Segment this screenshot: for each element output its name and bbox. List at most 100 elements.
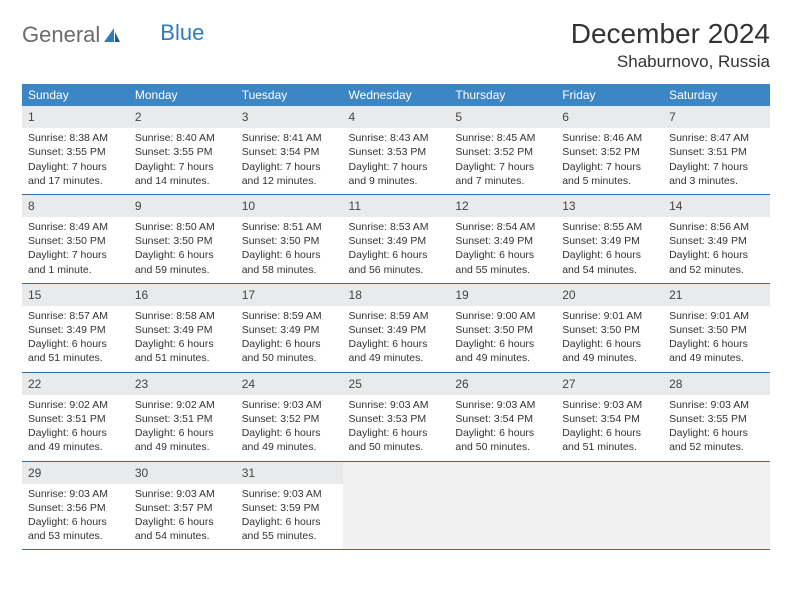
day-number-cell: 30 — [129, 461, 236, 484]
day-content-cell: Sunrise: 8:54 AMSunset: 3:49 PMDaylight:… — [449, 217, 556, 283]
sunrise-line: Sunrise: 8:51 AM — [242, 220, 337, 234]
day-content-cell: Sunrise: 9:03 AMSunset: 3:52 PMDaylight:… — [236, 395, 343, 461]
day-number-cell: 25 — [343, 372, 450, 395]
day-number-cell: 31 — [236, 461, 343, 484]
day-number: 17 — [242, 288, 255, 302]
daylight-line-1: Daylight: 6 hours — [562, 426, 657, 440]
day-number-row: 22232425262728 — [22, 372, 770, 395]
sunset-line: Sunset: 3:49 PM — [349, 234, 444, 248]
day-number-row: 15161718192021 — [22, 283, 770, 306]
day-number: 10 — [242, 199, 255, 213]
sunset-line: Sunset: 3:52 PM — [455, 145, 550, 159]
daylight-line-2: and 50 minutes. — [455, 440, 550, 454]
sunrise-line: Sunrise: 8:41 AM — [242, 131, 337, 145]
sunrise-line: Sunrise: 8:57 AM — [28, 309, 123, 323]
day-number-cell — [663, 461, 770, 484]
sunrise-line: Sunrise: 8:59 AM — [242, 309, 337, 323]
sunrise-line: Sunrise: 8:46 AM — [562, 131, 657, 145]
daylight-line-1: Daylight: 6 hours — [242, 515, 337, 529]
day-number: 11 — [349, 199, 361, 213]
weekday-header: Friday — [556, 84, 663, 106]
daylight-line-2: and 5 minutes. — [562, 174, 657, 188]
sunrise-line: Sunrise: 9:01 AM — [562, 309, 657, 323]
day-content-cell: Sunrise: 9:03 AMSunset: 3:56 PMDaylight:… — [22, 484, 129, 550]
day-number-cell: 26 — [449, 372, 556, 395]
sunrise-line: Sunrise: 8:58 AM — [135, 309, 230, 323]
day-number-cell — [449, 461, 556, 484]
day-number-cell: 6 — [556, 106, 663, 128]
daylight-line-1: Daylight: 6 hours — [562, 248, 657, 262]
daylight-line-1: Daylight: 6 hours — [562, 337, 657, 351]
day-content-cell: Sunrise: 8:45 AMSunset: 3:52 PMDaylight:… — [449, 128, 556, 194]
sunrise-line: Sunrise: 9:00 AM — [455, 309, 550, 323]
day-number-cell: 8 — [22, 194, 129, 217]
header: General Blue December 2024 Shaburnovo, R… — [22, 18, 770, 72]
daylight-line-2: and 50 minutes. — [242, 351, 337, 365]
day-number: 6 — [562, 110, 569, 124]
sunrise-line: Sunrise: 8:40 AM — [135, 131, 230, 145]
daylight-line-2: and 9 minutes. — [349, 174, 444, 188]
day-content-row: Sunrise: 8:57 AMSunset: 3:49 PM Daylight:… — [22, 306, 770, 372]
day-number: 15 — [28, 288, 41, 302]
sunrise-line: Sunrise: 9:02 AM — [135, 398, 230, 412]
sunset-line: Sunset: 3:49 PM — [455, 234, 550, 248]
day-number: 7 — [669, 110, 676, 124]
page-title: December 2024 — [571, 18, 770, 50]
day-number: 28 — [669, 377, 682, 391]
sunrise-line: Sunrise: 8:50 AM — [135, 220, 230, 234]
sunrise-line: Sunrise: 9:03 AM — [28, 487, 123, 501]
day-content-row: Sunrise: 9:02 AMSunset: 3:51 PMDaylight:… — [22, 395, 770, 461]
sunset-line: Sunset: 3:54 PM — [455, 412, 550, 426]
daylight-line-2: and 50 minutes. — [349, 440, 444, 454]
daylight-line-2: and 49 minutes. — [562, 351, 657, 365]
day-content-cell — [343, 484, 450, 550]
day-content-cell: Sunrise: 8:59 AMSunset: 3:49 PMDaylight:… — [236, 306, 343, 372]
logo-sail-icon — [102, 26, 122, 44]
sunrise-line: Sunrise: 8:54 AM — [455, 220, 550, 234]
logo: General Blue — [22, 18, 204, 48]
day-number-cell: 14 — [663, 194, 770, 217]
day-number: 24 — [242, 377, 255, 391]
day-number: 21 — [669, 288, 682, 302]
sunrise-line: Sunrise: 9:03 AM — [349, 398, 444, 412]
day-number-cell: 27 — [556, 372, 663, 395]
daylight-line-1: Daylight: 6 hours — [669, 426, 764, 440]
daylight-line-1: Daylight: 6 hours — [28, 515, 123, 529]
day-content-cell: Sunrise: 9:03 AMSunset: 3:57 PMDaylight:… — [129, 484, 236, 550]
daylight-line-2: and 55 minutes. — [242, 529, 337, 543]
sunset-line: Sunset: 3:55 PM — [28, 145, 123, 159]
sunset-line: Sunset: 3:51 PM — [28, 412, 123, 426]
sunset-line: Sunset: 3:49 PM — [28, 323, 123, 337]
day-number: 27 — [562, 377, 575, 391]
day-content-cell: Sunrise: 9:02 AMSunset: 3:51 PMDaylight:… — [129, 395, 236, 461]
day-number-row: 293031 — [22, 461, 770, 484]
sunset-line: Sunset: 3:51 PM — [135, 412, 230, 426]
daylight-line-2: and 53 minutes. — [28, 529, 123, 543]
daylight-line-1: Daylight: 6 hours — [455, 337, 550, 351]
sunset-line: Sunset: 3:57 PM — [135, 501, 230, 515]
sunset-line: Sunset: 3:50 PM — [455, 323, 550, 337]
daylight-line-2: and 12 minutes. — [242, 174, 337, 188]
day-content-cell: Sunrise: 9:02 AMSunset: 3:51 PMDaylight:… — [22, 395, 129, 461]
title-block: December 2024 Shaburnovo, Russia — [571, 18, 770, 72]
daylight-line-1: Daylight: 6 hours — [135, 515, 230, 529]
daylight-line-1: Daylight: 7 hours — [455, 160, 550, 174]
sunrise-line: Sunrise: 8:38 AM — [28, 131, 123, 145]
day-content-cell: Sunrise: 8:41 AMSunset: 3:54 PMDaylight:… — [236, 128, 343, 194]
sunset-line: Sunset: 3:54 PM — [242, 145, 337, 159]
day-content-cell — [663, 484, 770, 550]
daylight-line-1: Daylight: 6 hours — [349, 426, 444, 440]
day-content-cell: Sunrise: 8:58 AMSunset: 3:49 PMDaylight:… — [129, 306, 236, 372]
day-content-cell: Sunrise: 8:49 AMSunset: 3:50 PMDaylight:… — [22, 217, 129, 283]
sunset-line: Sunset: 3:49 PM — [562, 234, 657, 248]
day-number-cell: 1 — [22, 106, 129, 128]
daylight-line-1: Daylight: 6 hours — [242, 248, 337, 262]
daylight-line-2: and 59 minutes. — [135, 263, 230, 277]
day-content-cell: Sunrise: 9:00 AMSunset: 3:50 PMDaylight:… — [449, 306, 556, 372]
day-content-cell — [556, 484, 663, 550]
daylight-line-1: Daylight: 6 hours — [349, 337, 444, 351]
day-number: 16 — [135, 288, 148, 302]
day-number: 9 — [135, 199, 142, 213]
sunrise-line: Sunrise: 9:02 AM — [28, 398, 123, 412]
day-number-cell: 3 — [236, 106, 343, 128]
